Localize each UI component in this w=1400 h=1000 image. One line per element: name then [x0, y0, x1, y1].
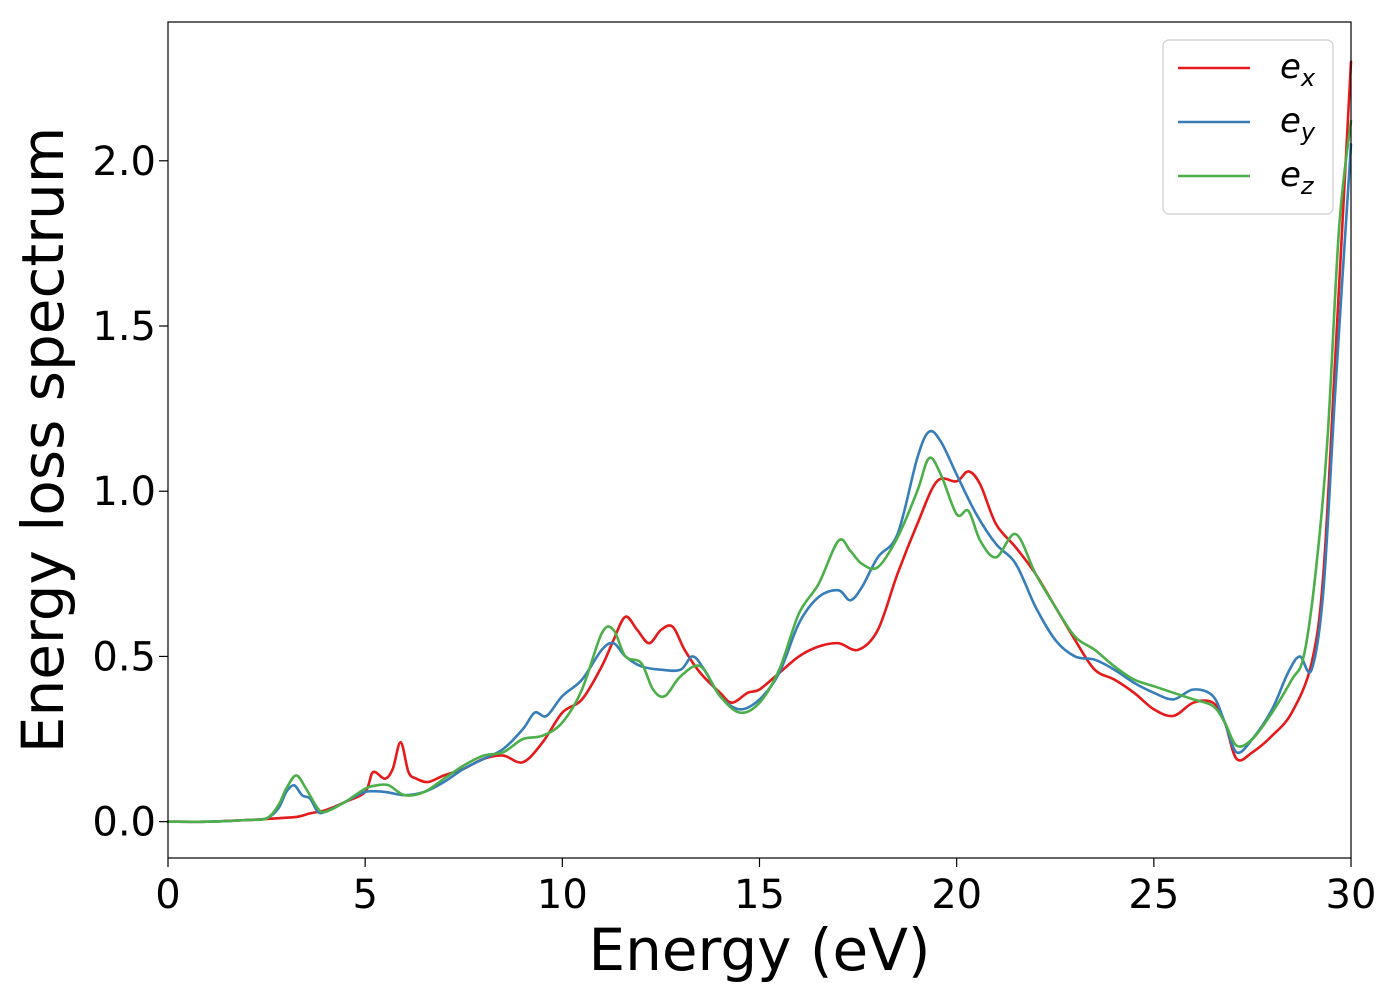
- y-tick-label: 0.0: [92, 800, 156, 846]
- legend-label-y: ey: [1280, 101, 1316, 146]
- x-tick-label: 30: [1326, 872, 1377, 918]
- y-tick-label: 1.0: [92, 469, 156, 515]
- legend-label-z: ez: [1280, 155, 1315, 200]
- x-tick-label: 20: [931, 872, 982, 918]
- series-line-z: [166, 119, 1353, 824]
- y-axis-label: Energy loss spectrum: [9, 127, 77, 753]
- series-layer: [166, 60, 1353, 824]
- legend: ex ey ez: [1162, 39, 1334, 215]
- plot-background: [168, 22, 1351, 858]
- legend-label-x: ex: [1280, 47, 1316, 92]
- series-line-x: [166, 60, 1353, 824]
- legend-frame: [1162, 39, 1334, 215]
- x-axis-label: Energy (eV): [588, 916, 930, 984]
- y-axis: 0.0 0.5 1.0 1.5 2.0: [92, 139, 168, 846]
- y-tick-label: 1.5: [92, 304, 156, 350]
- x-tick-label: 10: [537, 872, 588, 918]
- x-tick-label: 0: [155, 872, 180, 918]
- x-tick-label: 15: [734, 872, 785, 918]
- x-tick-label: 25: [1128, 872, 1179, 918]
- x-tick-label: 5: [352, 872, 377, 918]
- x-axis: 0 5 10 15 20 25 30: [155, 858, 1376, 918]
- y-tick-label: 0.5: [92, 634, 156, 680]
- y-tick-label: 2.0: [92, 139, 156, 185]
